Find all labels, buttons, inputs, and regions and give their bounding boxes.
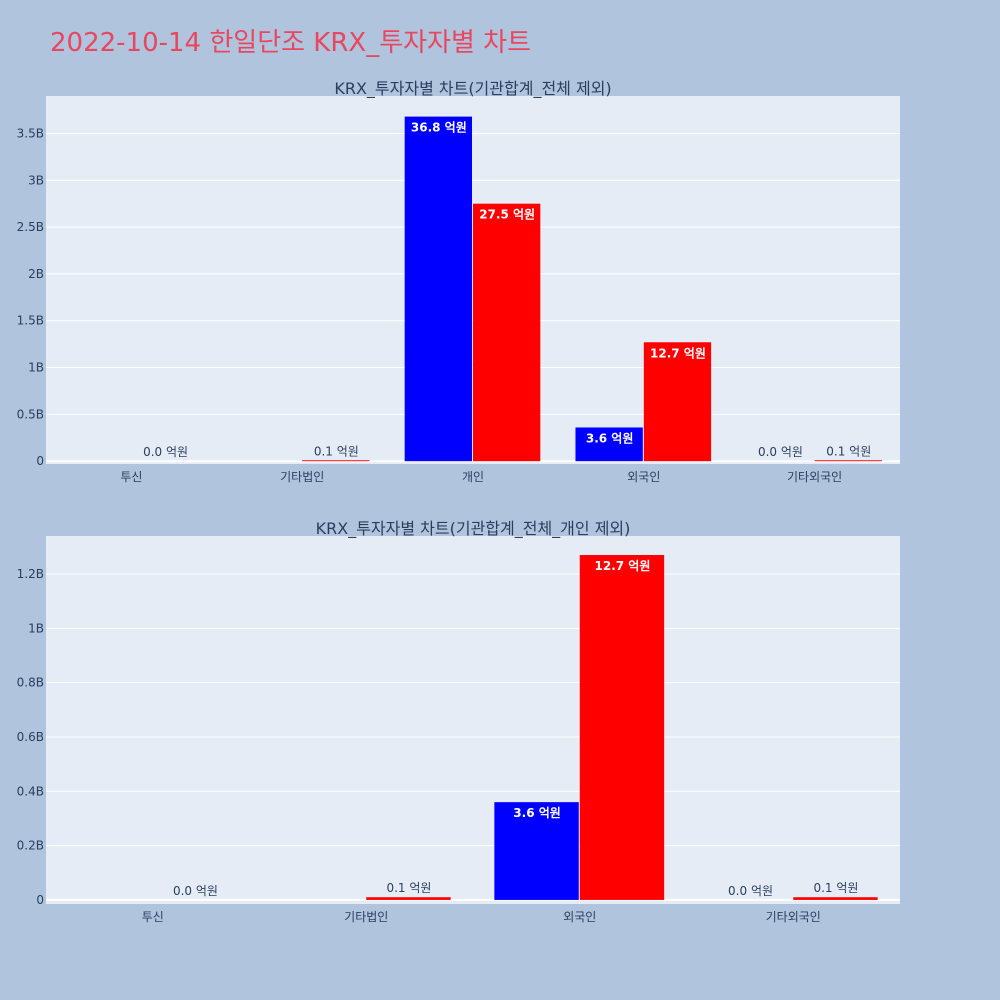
top-ytick-label: 2B	[28, 267, 44, 281]
bottom-xtick-label: 기타법인	[344, 910, 388, 924]
bottom-bar	[366, 897, 451, 900]
bottom-data-label: 0.1 억원	[386, 881, 431, 895]
top-xtick-label: 외국인	[627, 470, 660, 484]
bottom-data-label: 3.6 억원	[513, 806, 561, 820]
top-ytick-label: 3.5B	[17, 126, 44, 140]
top-data-label: 0.1 억원	[826, 444, 871, 458]
bottom-data-label: 0.0 억원	[728, 884, 773, 898]
top-bar	[404, 116, 472, 462]
bottom-ytick-label: 0	[36, 893, 44, 907]
top-bar	[302, 460, 370, 462]
bottom-xtick-label: 기타외국인	[766, 910, 821, 924]
top-data-label: 0.0 억원	[758, 445, 803, 459]
top-xtick-label: 개인	[462, 470, 484, 484]
top-ytick-label: 3B	[28, 173, 44, 187]
bottom-ytick-label: 0.4B	[17, 784, 44, 798]
top-ytick-label: 1.5B	[17, 314, 44, 328]
top-chart-title: KRX_투자자별 차트(기관합계_전체 제외)	[334, 79, 611, 99]
top-xtick-label: 투신	[120, 470, 142, 484]
bottom-data-label: 0.1 억원	[813, 881, 858, 895]
top-bar	[473, 203, 541, 462]
bottom-ytick-label: 0.2B	[17, 839, 44, 853]
bottom-bar	[579, 555, 665, 900]
top-xtick-label: 기타외국인	[787, 470, 842, 484]
bottom-data-label: 12.7 억원	[595, 559, 651, 573]
top-data-label: 27.5 억원	[479, 208, 535, 222]
top-bar-chart: 0 0.5B 1B 1.5B 2B 2.5B 3B 3.5B KRX_투자자별 차트(기관합계_…	[17, 79, 900, 484]
bottom-ytick-label: 1.2B	[17, 567, 44, 581]
top-data-label: 12.7 억원	[650, 346, 706, 360]
top-data-label: 0.1 억원	[314, 444, 359, 458]
bottom-data-label: 0.0 억원	[173, 884, 218, 898]
top-ytick-label: 1B	[28, 361, 44, 375]
top-xtick-label: 기타법인	[280, 470, 324, 484]
bottom-chart-title: KRX_투자자별 차트(기관합계_전체_개인 제외)	[316, 519, 631, 539]
bottom-bar	[494, 802, 579, 900]
page-title: 2022-10-14 한일단조 KRX_투자자별 차트	[50, 28, 532, 58]
top-data-label: 3.6 억원	[586, 431, 634, 445]
top-ytick-label: 0.5B	[17, 407, 44, 421]
top-ytick-label: 2.5B	[17, 220, 44, 234]
top-data-label: 0.0 억원	[143, 445, 188, 459]
bottom-ytick-label: 1B	[28, 621, 44, 635]
top-bar	[814, 460, 882, 462]
bottom-bar	[793, 897, 878, 900]
bottom-plot-area	[46, 536, 900, 904]
bottom-xtick-label: 투신	[142, 910, 164, 924]
top-bar	[643, 342, 712, 462]
top-ytick-label: 0	[36, 454, 44, 468]
bottom-xtick-label: 외국인	[563, 910, 596, 924]
bottom-ytick-label: 0.8B	[17, 676, 44, 690]
bottom-ytick-label: 0.6B	[17, 730, 44, 744]
top-data-label: 36.8 억원	[411, 121, 467, 135]
top-bar	[575, 427, 643, 462]
